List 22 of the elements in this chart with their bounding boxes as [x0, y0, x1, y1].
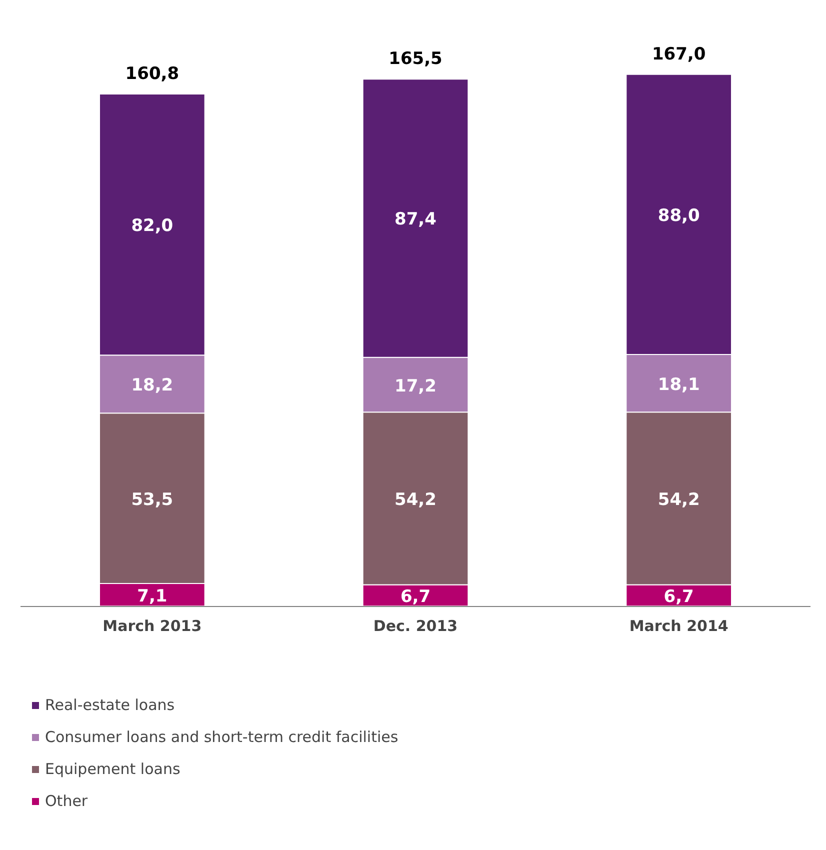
data-label: 54,2	[658, 490, 700, 510]
data-label: 82,0	[131, 216, 174, 236]
data-label: 17,2	[394, 376, 436, 396]
x-tick-label: Dec. 2013	[373, 617, 458, 636]
data-label: 88,0	[658, 206, 700, 226]
legend-label: Equipement loans	[45, 760, 180, 778]
data-label: 6,7	[664, 586, 694, 607]
legend-label: Other	[45, 792, 88, 810]
data-label: 54,2	[394, 490, 436, 510]
data-label: 53,5	[131, 490, 174, 510]
x-tick-label: March 2014	[629, 617, 728, 636]
total-label: 165,5	[388, 49, 442, 70]
x-tick-label: March 2013	[102, 617, 202, 636]
legend-label: Consumer loans and short-term credit facilities	[45, 728, 398, 746]
data-label: 87,4	[394, 210, 437, 230]
data-label: 6,7	[400, 586, 431, 607]
data-label: 18,1	[658, 374, 700, 395]
data-label: 18,2	[131, 376, 174, 396]
total-label: 160,8	[125, 64, 180, 84]
total-label: 167,0	[652, 44, 706, 64]
data-label: 7,1	[137, 586, 168, 606]
legend-label: Real-estate loans	[45, 696, 175, 714]
